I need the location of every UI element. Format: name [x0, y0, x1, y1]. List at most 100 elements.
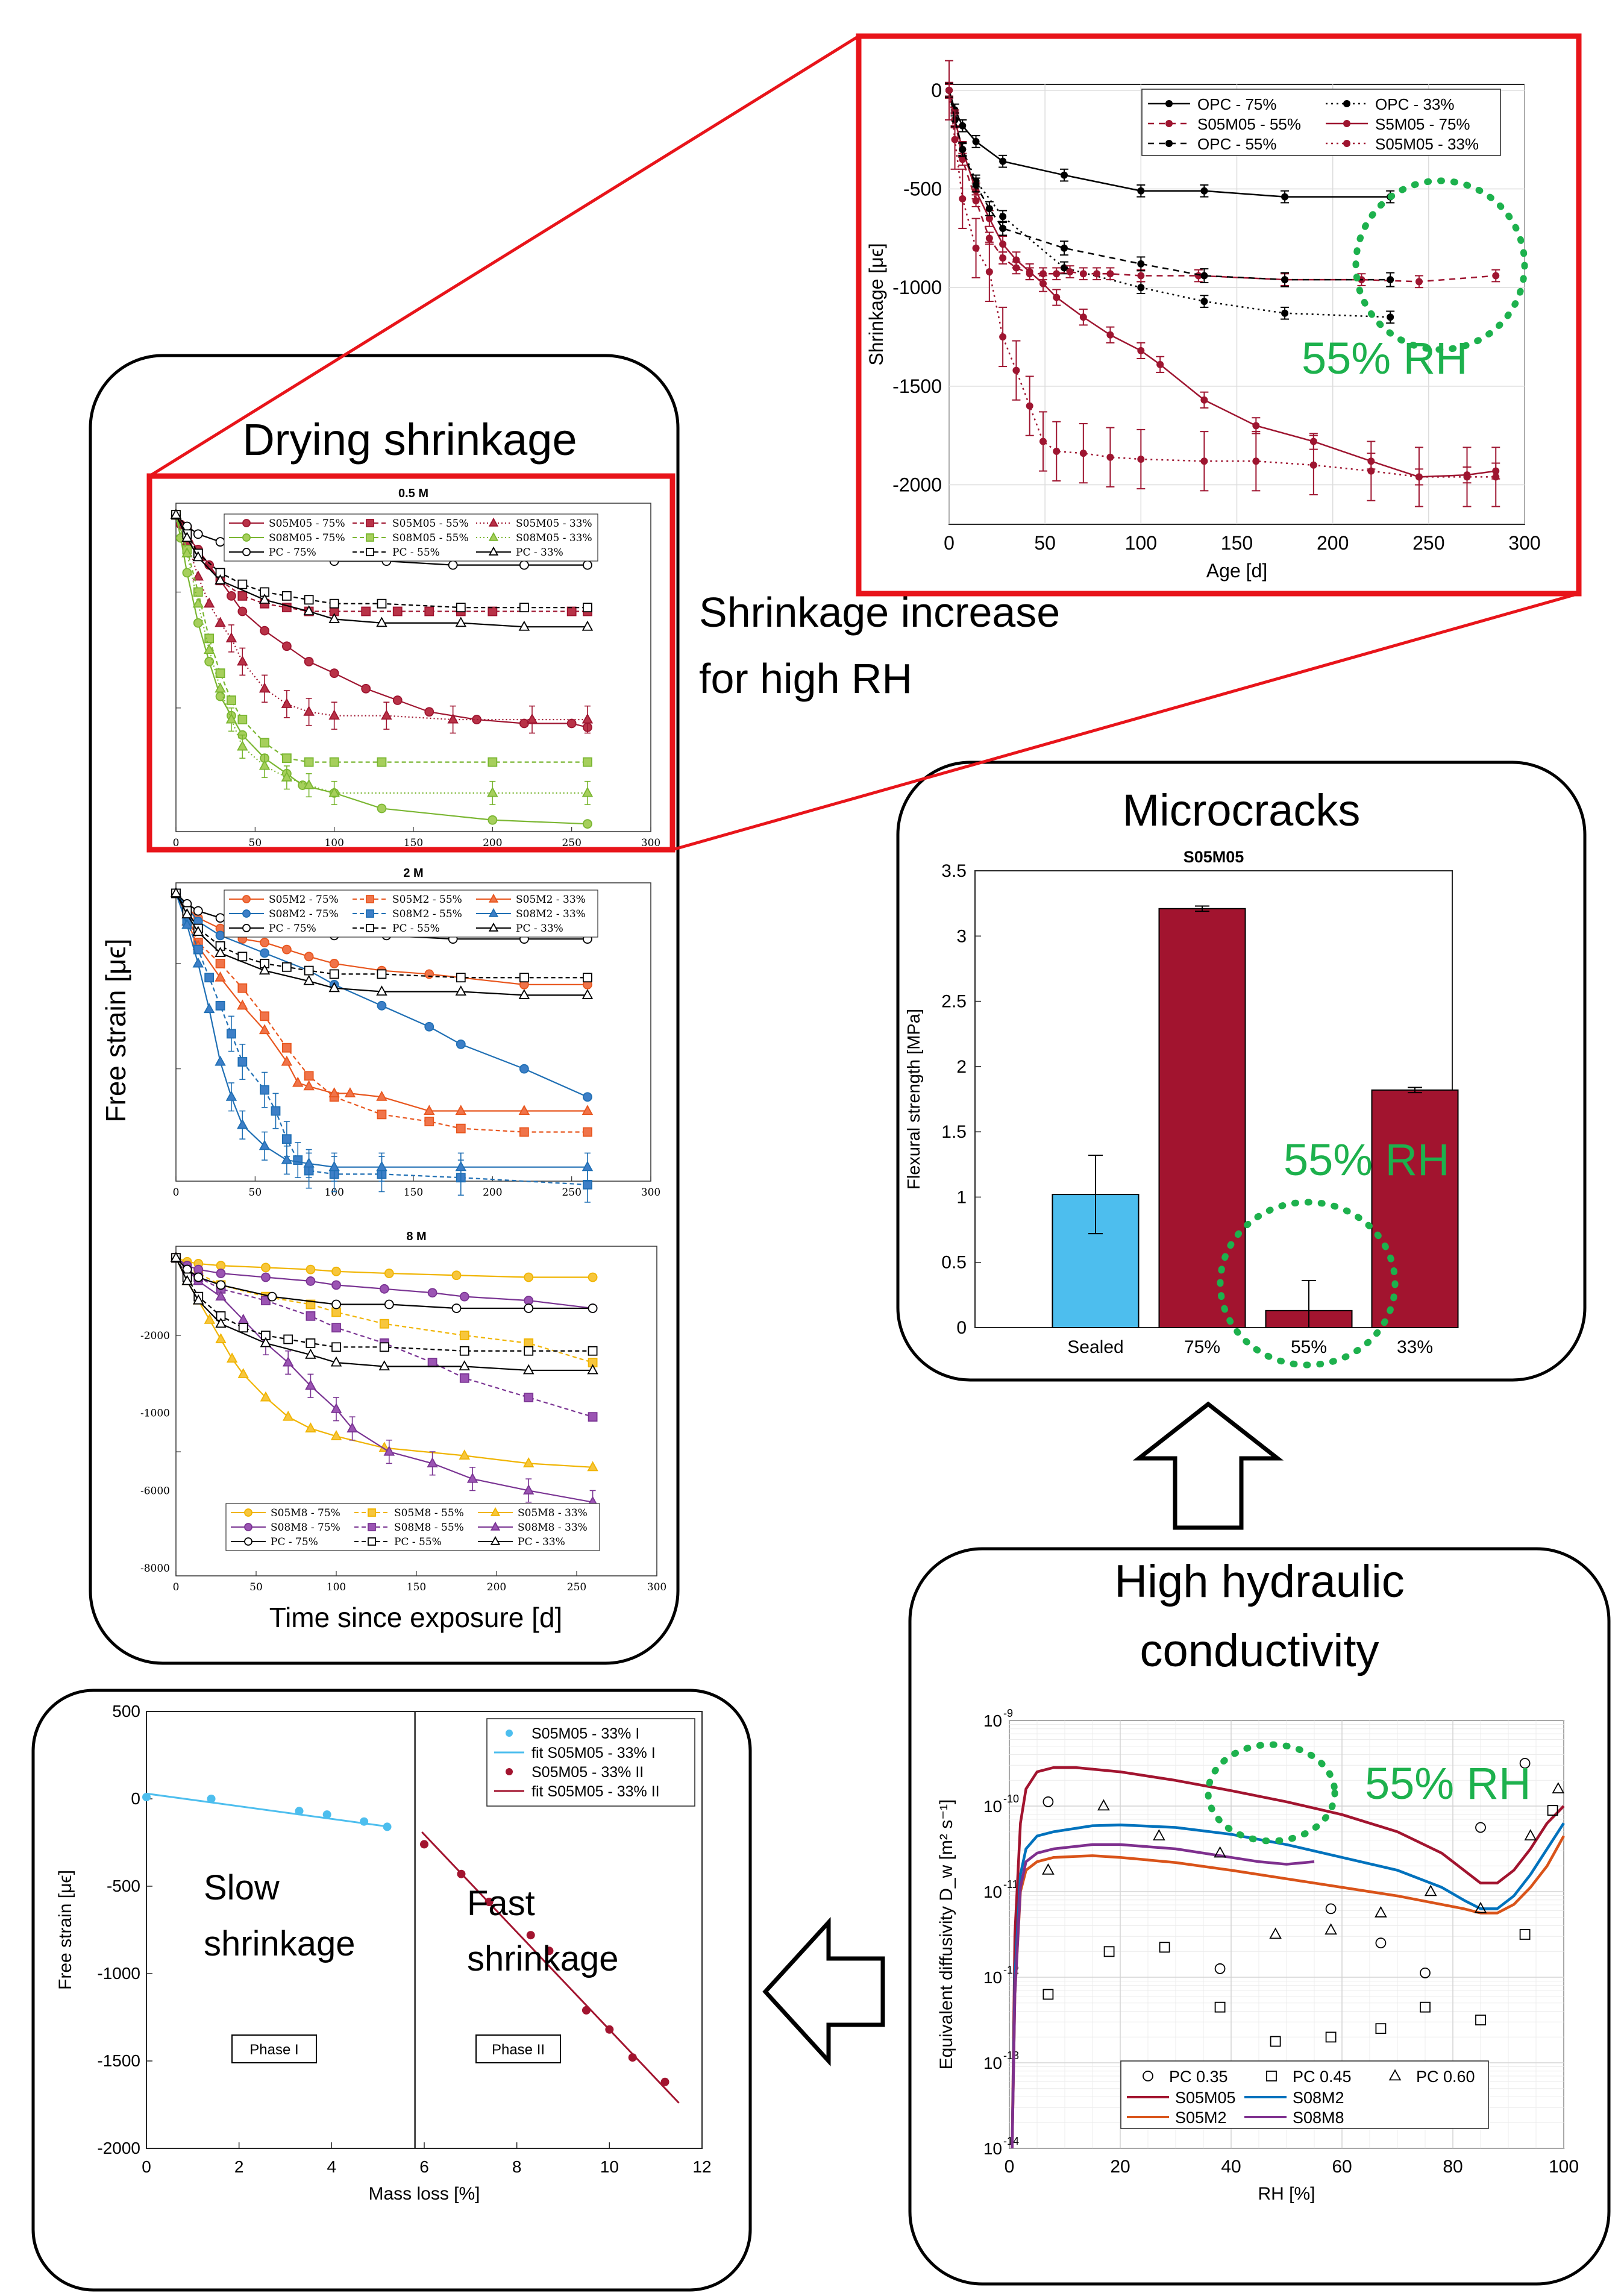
- data-point: [259, 759, 271, 770]
- data-point: [1475, 1822, 1486, 1833]
- data-point: [985, 268, 993, 275]
- data-point: [344, 1087, 356, 1097]
- hydraulic-title-line1: High hydraulic: [1114, 1556, 1405, 1607]
- data-point: [582, 713, 594, 724]
- data-point: [215, 616, 226, 627]
- legend-marker: [488, 893, 499, 903]
- data-point: [1214, 2001, 1226, 2013]
- data-point: [459, 1346, 469, 1356]
- data-point: [466, 1472, 478, 1483]
- x-tick-label: 100: [327, 1581, 346, 1593]
- data-point: [1214, 1963, 1226, 1974]
- data-point: [588, 1303, 598, 1313]
- data-point: [215, 1000, 225, 1011]
- data-point: [281, 1134, 292, 1144]
- legend-marker: [488, 922, 499, 932]
- shrinkage-0.5M-chart: 0.5 M 0 50 100 150 200 250 300 S05M05 - 75% S05M0…: [170, 487, 660, 849]
- data-point: [215, 930, 225, 941]
- legend-label: OPC - 75%: [1197, 95, 1277, 113]
- data-point: [488, 757, 498, 767]
- data-point: [1463, 473, 1471, 481]
- x-tick-label: 300: [641, 1187, 660, 1199]
- data-point: [583, 1179, 592, 1190]
- legend-label: S05M2 - 33%: [516, 894, 586, 906]
- zoom-connector-top: [148, 34, 860, 478]
- data-point: [281, 1043, 292, 1053]
- series-line: [175, 1257, 593, 1418]
- data-point: [383, 1822, 392, 1831]
- data-point: [281, 698, 293, 708]
- data-point: [328, 1161, 340, 1172]
- data-point: [376, 985, 387, 996]
- data-point: [227, 591, 236, 601]
- data-point: [282, 1356, 294, 1367]
- legend-label: S05M05 - 33%: [1375, 135, 1479, 153]
- data-point: [306, 1276, 316, 1286]
- legend-marker: [490, 1535, 501, 1545]
- legend-label: S08M2 - 33%: [516, 908, 586, 920]
- legend-label: S08M05 - 55%: [392, 532, 469, 544]
- data-point: [959, 122, 967, 130]
- slow-label-line1: Slow: [204, 1868, 280, 1907]
- data-point: [522, 1484, 535, 1495]
- data-point: [215, 913, 225, 923]
- data-point: [999, 224, 1007, 232]
- y-tick-label: -1000: [892, 277, 942, 298]
- y-tick-label: 2: [956, 1057, 967, 1077]
- y-tick-label: -500: [107, 1877, 140, 1895]
- legend-label: PC - 33%: [516, 923, 563, 935]
- drying-panel-frame: [89, 354, 680, 1665]
- legend-marker: [490, 1507, 501, 1516]
- data-point: [587, 1364, 598, 1375]
- data-point: [1200, 272, 1208, 280]
- legend-label: S08M8: [1293, 2109, 1344, 2127]
- data-point: [524, 1272, 534, 1282]
- legend-label: S08M2 - 55%: [392, 908, 462, 920]
- data-point: [283, 1334, 293, 1344]
- data-point: [1492, 473, 1500, 481]
- data-point: [260, 1011, 269, 1021]
- data-point: [583, 757, 592, 767]
- y-tick-label: 1.5: [941, 1122, 967, 1142]
- data-point: [193, 906, 203, 916]
- y-tick-label: 0: [931, 80, 942, 101]
- data-point: [582, 620, 594, 631]
- data-point: [457, 1869, 466, 1878]
- data-point: [1552, 1782, 1565, 1793]
- data-point: [203, 1003, 215, 1014]
- data-point: [261, 1262, 271, 1273]
- data-point: [1026, 402, 1033, 410]
- data-point: [237, 983, 248, 993]
- legend-label: PC - 33%: [516, 547, 563, 559]
- data-point: [329, 668, 339, 679]
- x-tick-label: 50: [249, 1581, 263, 1593]
- data-point: [193, 529, 203, 539]
- x-tick-label: 0: [1005, 2157, 1015, 2177]
- data-point: [1137, 455, 1145, 463]
- legend-marker: [1343, 120, 1350, 127]
- legend-box: [224, 889, 598, 938]
- data-point: [361, 606, 371, 616]
- data-point: [1137, 260, 1145, 268]
- x-tick-label: 50: [249, 837, 262, 849]
- data-point: [237, 579, 248, 589]
- data-point: [377, 969, 387, 979]
- x-axis-label: Age [d]: [1206, 560, 1267, 582]
- data-point: [582, 1161, 594, 1172]
- data-point: [999, 157, 1007, 165]
- legend-label: OPC - 33%: [1375, 95, 1455, 113]
- data-point: [225, 1090, 237, 1101]
- data-point: [545, 1946, 554, 1956]
- legend-marker: [366, 895, 374, 903]
- data-point: [951, 136, 959, 143]
- data-point: [267, 1291, 277, 1302]
- data-point: [225, 713, 237, 724]
- data-point: [376, 616, 387, 627]
- y-tick-label: 0: [131, 1789, 140, 1808]
- data-point: [1519, 1758, 1531, 1769]
- category-label: Sealed: [1067, 1337, 1123, 1357]
- legend-marker: [1165, 140, 1173, 147]
- data-point: [192, 597, 204, 608]
- x-tick-label: 150: [404, 837, 423, 849]
